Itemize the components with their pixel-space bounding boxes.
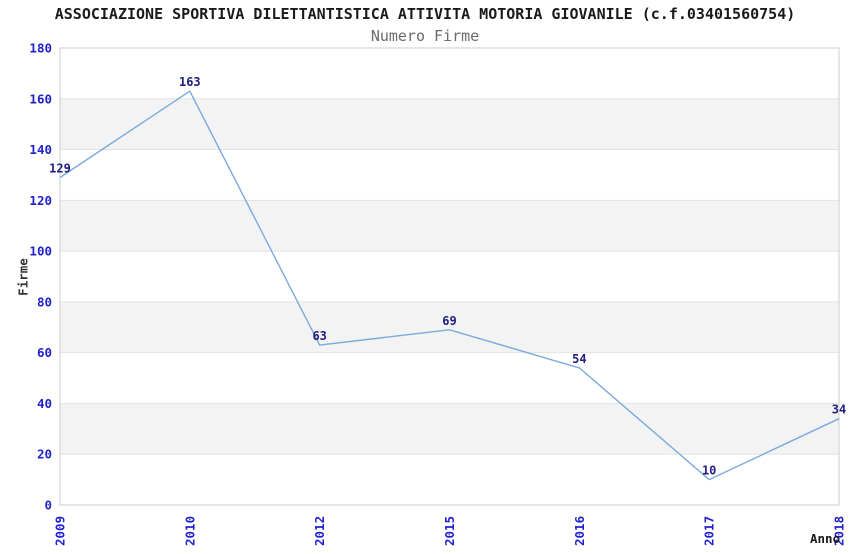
y-tick-label: 80	[37, 294, 52, 309]
y-tick-label: 180	[29, 41, 52, 56]
x-tick-label: 2010	[182, 516, 197, 546]
x-tick-label: 2015	[442, 516, 457, 546]
y-tick-label: 20	[37, 447, 52, 462]
y-tick-label: 60	[37, 345, 52, 360]
point-label: 10	[702, 464, 716, 478]
plot-band	[60, 200, 839, 252]
plot-border	[59, 47, 840, 506]
x-tick-label: 2009	[53, 516, 68, 546]
point-label: 63	[312, 329, 326, 343]
plot-band	[60, 301, 839, 353]
x-tick-label: 2016	[572, 516, 587, 546]
chart-title: ASSOCIAZIONE SPORTIVA DILETTANTISTICA AT…	[54, 5, 796, 23]
y-tick-label: 140	[29, 142, 52, 157]
y-tick-label: 120	[29, 193, 52, 208]
series-line	[59, 90, 840, 481]
chart-subtitle: Numero Firme	[370, 27, 480, 45]
x-tick-label: 2017	[702, 516, 717, 546]
x-tick-label: 2012	[312, 516, 327, 546]
y-tick-label: 40	[37, 396, 52, 411]
y-tick-label: 0	[44, 498, 52, 513]
point-label: 34	[832, 403, 846, 417]
y-tick-label: 100	[29, 244, 52, 259]
x-axis-label: Anno	[810, 531, 841, 546]
x-tick-label: 2018	[832, 516, 847, 546]
point-label: 69	[442, 314, 456, 328]
point-label: 54	[572, 352, 586, 366]
plot-band	[60, 98, 839, 150]
y-tick-label: 160	[29, 91, 52, 106]
y-axis-label: Firme	[15, 258, 31, 296]
plot-band	[60, 403, 839, 455]
point-label: 129	[49, 161, 71, 175]
point-label: 163	[179, 75, 201, 89]
